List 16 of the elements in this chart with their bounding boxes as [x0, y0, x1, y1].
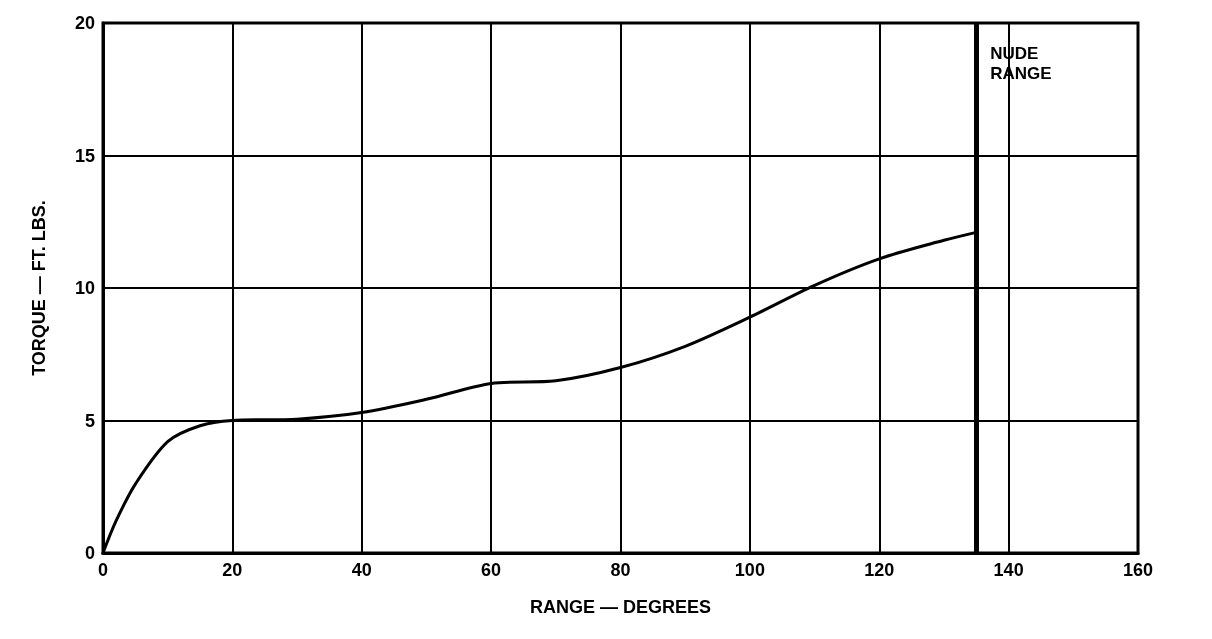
x-tick-label: 60 [481, 560, 502, 580]
x-tick-label: 40 [351, 560, 372, 580]
y-tick-label: 15 [74, 145, 95, 166]
x-tick-label: 80 [610, 560, 631, 580]
x-tick-label: 120 [864, 560, 895, 580]
y-tick-label: 0 [84, 543, 95, 563]
y-tick-label: 20 [74, 13, 95, 33]
x-tick-label: 0 [97, 560, 109, 580]
x-tick-label: 100 [734, 560, 765, 580]
x-axis-title: RANGE — DEGREES [529, 597, 712, 617]
y-tick-label: 5 [84, 410, 95, 431]
y-axis-title: TORQUE — FT. LBS. [29, 200, 49, 376]
y-tick-label: 10 [74, 278, 95, 298]
x-tick-label: 160 [1122, 560, 1154, 580]
x-tick-label: 20 [222, 560, 243, 580]
x-tick-label: 140 [993, 560, 1024, 580]
